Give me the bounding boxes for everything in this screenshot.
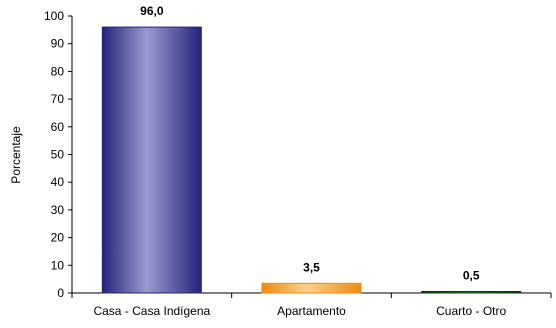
y-tick-label: 10 <box>51 258 65 272</box>
y-axis: 0 10 20 30 40 50 60 70 80 90 100 <box>44 9 73 300</box>
y-tick-label: 90 <box>51 37 65 51</box>
y-axis-title: Porcentaje <box>9 126 23 184</box>
y-tick-label: 30 <box>51 203 65 217</box>
data-label: 0,5 <box>463 269 480 283</box>
x-tick-label: Cuarto - Otro <box>436 304 506 318</box>
bars <box>101 26 522 294</box>
y-tick-label: 70 <box>51 92 65 106</box>
x-tick-label: Apartamento <box>277 304 346 318</box>
bar <box>261 282 362 294</box>
y-tick-label: 0 <box>57 286 64 300</box>
y-tick-label: 80 <box>51 64 65 78</box>
y-tick-label: 40 <box>51 175 65 189</box>
y-tick-label: 60 <box>51 120 65 134</box>
y-tick-label: 100 <box>44 9 64 23</box>
y-tick-label: 20 <box>51 231 65 245</box>
y-tick-label: 50 <box>51 148 65 162</box>
data-label: 96,0 <box>140 4 164 18</box>
x-axis: Casa - Casa Indígena Apartamento Cuarto - … <box>71 292 552 318</box>
bar <box>421 291 522 294</box>
x-tick-label: Casa - Casa Indígena <box>93 304 210 318</box>
bar <box>101 26 202 294</box>
data-labels: 96,0 3,5 0,5 <box>140 4 480 283</box>
data-label: 3,5 <box>303 260 320 274</box>
